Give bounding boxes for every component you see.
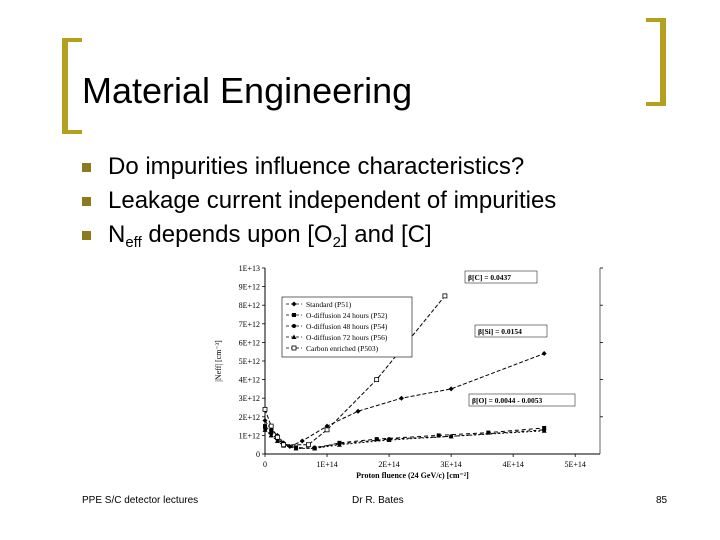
data-point-triangle [541, 428, 547, 433]
square-bullet-icon [82, 231, 91, 240]
x-tick-label: 5E+14 [564, 460, 585, 469]
annotation-label: β[Si] = 0.0154 [478, 327, 522, 336]
data-point-triangle [268, 432, 274, 438]
legend-marker [291, 334, 297, 339]
y-axis-label: |Neff| [cm⁻³] [214, 340, 223, 382]
slide-title: Material Engineering [82, 70, 413, 111]
annotation-label: β[O] = 0.0044 - 0.0053 [472, 396, 543, 405]
data-point-triangle [386, 437, 392, 443]
data-point-diamond [398, 395, 404, 401]
bullet-text: Leakage current independent of impuritie… [108, 187, 557, 214]
legend-box [281, 296, 413, 358]
x-tick-label: 3E+14 [440, 460, 461, 469]
y-tick-label: 1E+12 [239, 431, 260, 440]
y-tick-label: 4E+12 [239, 376, 260, 385]
annotation-box [464, 270, 538, 284]
x-tick-label: 4E+14 [502, 460, 523, 469]
x-tick-label: 1E+14 [316, 460, 337, 469]
legend-label: O-diffusion 24 hours (P52) [306, 311, 388, 320]
footer-left: PPE S/C detector lectures [82, 495, 199, 506]
annotation-label: β[C] = 0.0437 [468, 273, 511, 282]
square-bullet-icon [82, 163, 91, 172]
legend-marker [291, 301, 297, 307]
legend-label: O-diffusion 48 hours (P54) [306, 322, 388, 331]
neff-fluence-chart: 0 1E+12 2E+12 3E+12 4E+12 5E+12 6E+12 7E+12 8E+1… [214, 264, 603, 480]
data-point-triangle [336, 442, 342, 447]
y-tick-label: 1E+13 [239, 264, 260, 273]
data-point-triangle [274, 438, 280, 443]
right-bracket-decoration [646, 18, 666, 106]
series-line [264, 429, 545, 449]
data-point-open-square [262, 406, 268, 412]
data-point-diamond [262, 418, 268, 424]
y-tick-label: 7E+12 [239, 320, 260, 329]
bullet-item: Neff depends upon [O2] and [C] [82, 218, 556, 252]
data-point-open-square [442, 293, 448, 299]
data-point-diamond [448, 386, 454, 392]
data-point-open-square [275, 434, 280, 440]
data-point-square [374, 437, 379, 442]
annotation-box [474, 324, 548, 338]
data-point-diamond [299, 438, 305, 444]
y-tick-label: 2E+12 [239, 413, 260, 422]
data-point-diamond [355, 408, 361, 414]
data-point-open-square [268, 423, 274, 429]
y-tick-label: 8E+12 [239, 301, 260, 310]
legend-marker [292, 313, 296, 317]
data-point-square [486, 430, 491, 435]
square-bullet-icon [82, 197, 91, 206]
footer-center: Dr R. Bates [352, 495, 404, 506]
data-point-triangle [448, 433, 454, 439]
page-number: 85 [656, 495, 668, 506]
bullet-text-mid: depends upon [O [141, 221, 333, 248]
data-point-open-square [281, 442, 287, 448]
x-tick-label: 0 [263, 460, 267, 469]
y-tick-label: 6E+12 [239, 338, 260, 347]
legend-label: Standard (P51) [306, 300, 352, 309]
left-bracket-decoration [62, 38, 82, 134]
data-point-triangle [262, 427, 268, 432]
bullet-list: Do impurities influence characteristics?… [82, 150, 556, 252]
bullet-item: Leakage current independent of impuritie… [82, 184, 556, 218]
data-point-open-square [324, 427, 330, 433]
y-tick-label: 3E+12 [239, 394, 260, 403]
annotation-box [468, 393, 576, 407]
x-axis-label: Proton fluence (24 GeV/c) [cm⁻²] [356, 471, 469, 480]
legend-marker [292, 324, 296, 328]
data-point-square [436, 433, 441, 438]
data-point-diamond [541, 351, 547, 357]
bullet-text-end: ] and [C] [340, 221, 432, 248]
bullet-text: Do impurities influence characteristics? [108, 153, 525, 180]
data-point-triangle [293, 445, 299, 451]
legend-label: Carbon enriched (P503) [306, 344, 379, 353]
y-tick-label: 9E+12 [239, 283, 260, 292]
bullet-item: Do impurities influence characteristics? [82, 150, 556, 184]
legend-marker [291, 345, 297, 351]
data-point-open-square [374, 377, 380, 382]
legend-label: O-diffusion 72 hours (P56) [306, 333, 388, 342]
bullet-subscript: 2 [332, 234, 341, 251]
data-point-triangle [312, 445, 318, 451]
data-point-diamond [324, 423, 330, 429]
y-tick-label: 5E+12 [239, 357, 260, 366]
x-tick-label: 2E+14 [378, 460, 399, 469]
bullet-subscript: eff [125, 234, 142, 251]
y-tick-label: 0 [256, 450, 260, 459]
data-point-open-square [306, 442, 311, 448]
bullet-text-pre: N [108, 221, 126, 248]
